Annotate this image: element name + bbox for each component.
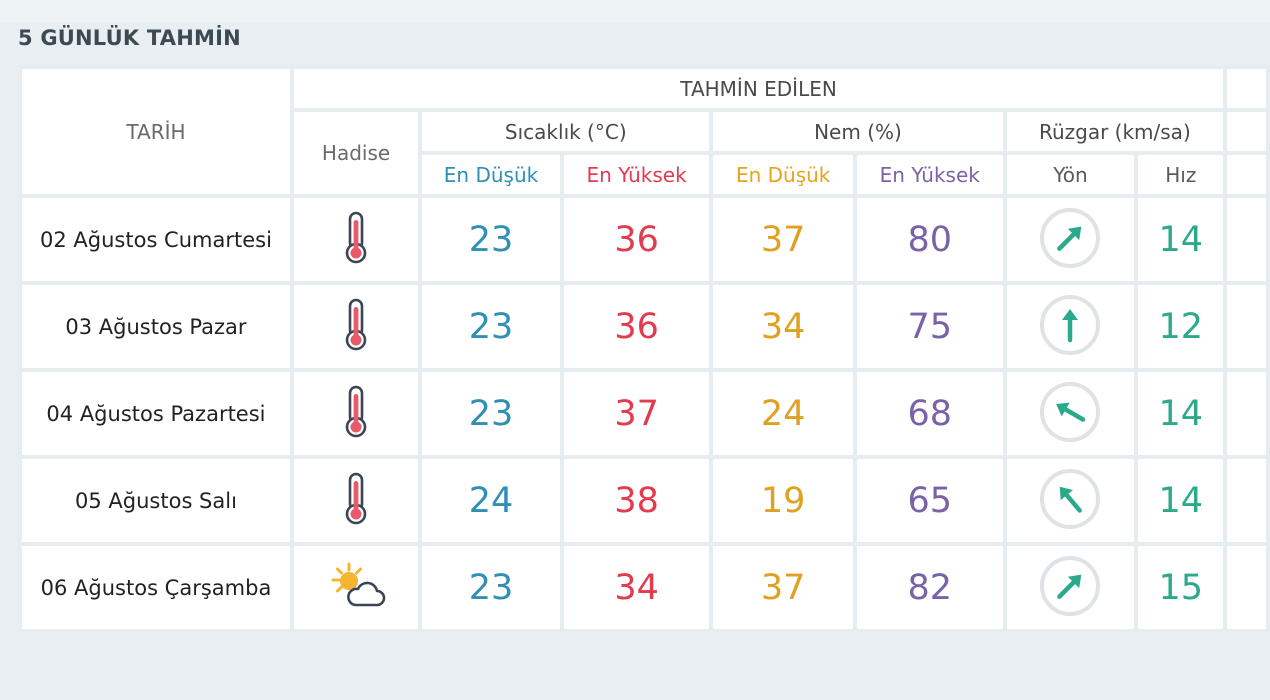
header-ruzgar: Rüzgar (km/sa) [1006, 112, 1224, 151]
header-extra [1227, 112, 1266, 151]
section-title: 5 GÜNLÜK TAHMİN [18, 26, 241, 50]
row-temp-low: 23 [422, 546, 560, 629]
row-extra [1227, 198, 1266, 281]
table-row: 02 Ağustos Cumartesi 23 36 37 80 14 [22, 198, 1266, 281]
header-tarih: TARİH [22, 69, 290, 194]
row-humidity-low: 37 [713, 198, 853, 281]
row-wind-speed: 14 [1138, 372, 1224, 455]
table-row: 03 Ağustos Pazar 23 36 34 75 12 [22, 285, 1266, 368]
row-temp-high: 34 [563, 546, 710, 629]
row-temp-high: 38 [563, 459, 710, 542]
row-wind-direction [1006, 372, 1135, 455]
row-date: 04 Ağustos Pazartesi [22, 372, 290, 455]
row-wind-speed: 15 [1138, 546, 1224, 629]
forecast-table: TARİH TAHMİN EDİLEN Hadise Sıcaklık (°C)… [18, 65, 1270, 633]
row-hadise [293, 459, 419, 542]
row-wind-direction [1006, 546, 1135, 629]
row-temp-low: 23 [422, 372, 560, 455]
header-nem: Nem (%) [713, 112, 1003, 151]
header-yon: Yön [1006, 155, 1135, 194]
row-humidity-high: 65 [856, 459, 1003, 542]
row-hadise [293, 546, 419, 629]
row-humidity-high: 68 [856, 372, 1003, 455]
arrow-southwest-icon [1039, 207, 1101, 269]
row-humidity-low: 37 [713, 546, 853, 629]
row-humidity-low: 34 [713, 285, 853, 368]
header-sicaklik-en-dusuk: En Düşük [422, 155, 560, 194]
row-extra [1227, 285, 1266, 368]
row-humidity-high: 82 [856, 546, 1003, 629]
header-sicaklik: Sıcaklık (°C) [422, 112, 710, 151]
table-row: 05 Ağustos Salı 24 38 19 65 14 [22, 459, 1266, 542]
row-temp-low: 23 [422, 285, 560, 368]
row-temp-low: 24 [422, 459, 560, 542]
row-hadise [293, 285, 419, 368]
row-extra [1227, 459, 1266, 542]
row-humidity-high: 80 [856, 198, 1003, 281]
arrow-southwest-icon [1039, 555, 1101, 617]
partly-cloudy-sun-icon [325, 561, 387, 611]
header-extra [1227, 69, 1266, 108]
row-wind-direction [1006, 285, 1135, 368]
row-temp-high: 36 [563, 198, 710, 281]
row-wind-direction [1006, 198, 1135, 281]
row-hadise [293, 372, 419, 455]
header-hiz: Hız [1138, 155, 1224, 194]
arrow-southeast-icon [1039, 381, 1101, 443]
row-humidity-high: 75 [856, 285, 1003, 368]
row-extra [1227, 372, 1266, 455]
row-wind-speed: 12 [1138, 285, 1224, 368]
thermometer-hot-icon [341, 472, 371, 526]
table-row: 06 Ağustos Çarşamba 23 34 37 82 15 [22, 546, 1266, 629]
header-nem-en-dusuk: En Düşük [713, 155, 853, 194]
row-wind-speed: 14 [1138, 198, 1224, 281]
header-tahmin-edilen: TAHMİN EDİLEN [293, 69, 1224, 108]
row-date: 06 Ağustos Çarşamba [22, 546, 290, 629]
header-extra [1227, 155, 1266, 194]
row-date: 03 Ağustos Pazar [22, 285, 290, 368]
row-humidity-low: 24 [713, 372, 853, 455]
header-sicaklik-en-yuksek: En Yüksek [563, 155, 710, 194]
thermometer-hot-icon [341, 385, 371, 439]
header-hadise: Hadise [293, 112, 419, 194]
arrow-south-icon [1039, 294, 1101, 356]
table-row: 04 Ağustos Pazartesi 23 37 24 68 14 [22, 372, 1266, 455]
row-wind-speed: 14 [1138, 459, 1224, 542]
row-date: 05 Ağustos Salı [22, 459, 290, 542]
row-extra [1227, 546, 1266, 629]
arrow-southeast-icon [1039, 468, 1101, 530]
header-nem-en-yuksek: En Yüksek [856, 155, 1003, 194]
row-humidity-low: 19 [713, 459, 853, 542]
row-temp-low: 23 [422, 198, 560, 281]
row-temp-high: 36 [563, 285, 710, 368]
row-date: 02 Ağustos Cumartesi [22, 198, 290, 281]
row-wind-direction [1006, 459, 1135, 542]
row-hadise [293, 198, 419, 281]
thermometer-hot-icon [341, 298, 371, 352]
row-temp-high: 37 [563, 372, 710, 455]
thermometer-hot-icon [341, 211, 371, 265]
